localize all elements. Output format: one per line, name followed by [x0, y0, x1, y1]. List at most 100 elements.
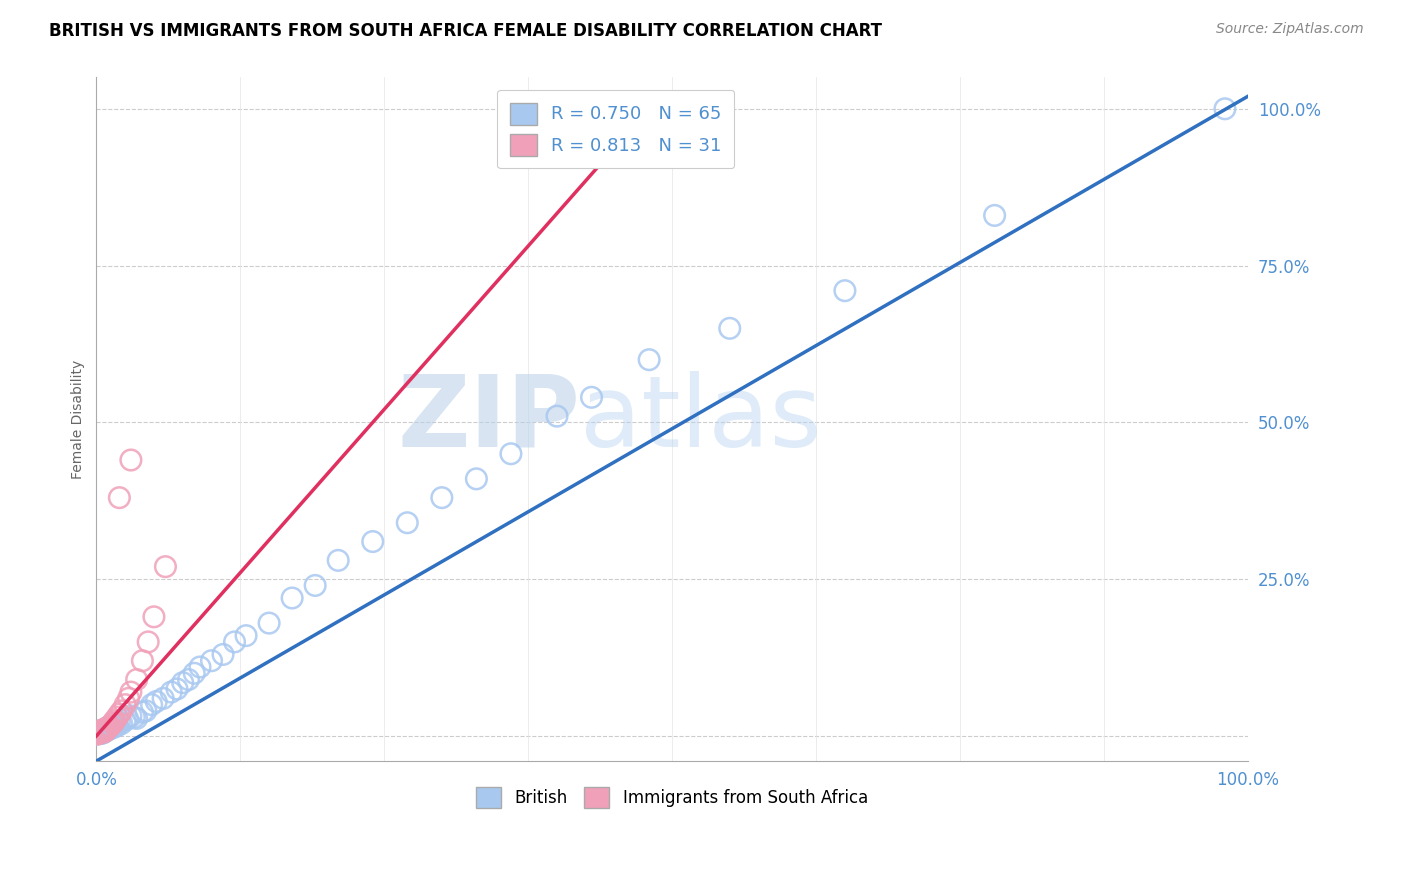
- Point: [100, 720, 122, 734]
- Point: [430, 491, 453, 505]
- Point: [91, 723, 114, 738]
- Point: [212, 648, 235, 662]
- Point: [281, 591, 304, 605]
- Point: [142, 610, 165, 624]
- Point: [105, 719, 128, 733]
- Point: [91, 725, 114, 739]
- Point: [166, 681, 188, 696]
- Point: [120, 709, 142, 723]
- Point: [396, 516, 419, 530]
- Point: [120, 453, 142, 467]
- Point: [93, 724, 115, 739]
- Point: [98, 722, 121, 736]
- Point: [131, 705, 153, 719]
- Point: [94, 723, 117, 738]
- Point: [135, 704, 157, 718]
- Point: [105, 710, 128, 724]
- Point: [96, 723, 118, 738]
- Point: [87, 726, 110, 740]
- Point: [120, 685, 142, 699]
- Point: [114, 698, 136, 712]
- Point: [114, 714, 136, 728]
- Point: [98, 719, 121, 733]
- Point: [718, 321, 741, 335]
- Point: [224, 635, 246, 649]
- Legend: British, Immigrants from South Africa: British, Immigrants from South Africa: [470, 780, 875, 814]
- Point: [91, 723, 114, 738]
- Text: ZIP: ZIP: [396, 371, 581, 467]
- Point: [183, 666, 205, 681]
- Point: [235, 629, 257, 643]
- Point: [89, 726, 111, 740]
- Point: [546, 409, 568, 424]
- Point: [188, 660, 211, 674]
- Point: [108, 715, 131, 730]
- Point: [93, 723, 115, 738]
- Point: [361, 534, 384, 549]
- Point: [91, 724, 114, 739]
- Point: [104, 714, 127, 728]
- Point: [89, 723, 111, 738]
- Point: [89, 723, 111, 738]
- Point: [125, 711, 148, 725]
- Point: [328, 553, 350, 567]
- Point: [111, 704, 134, 718]
- Point: [94, 723, 117, 738]
- Point: [96, 722, 118, 736]
- Point: [97, 723, 120, 737]
- Point: [499, 447, 522, 461]
- Point: [983, 209, 1005, 223]
- Text: atlas: atlas: [581, 371, 821, 467]
- Point: [136, 635, 159, 649]
- Point: [108, 491, 131, 505]
- Point: [200, 654, 222, 668]
- Point: [638, 352, 661, 367]
- Point: [117, 691, 139, 706]
- Point: [97, 721, 120, 735]
- Point: [304, 578, 326, 592]
- Point: [101, 721, 124, 735]
- Point: [87, 725, 110, 739]
- Point: [145, 694, 167, 708]
- Point: [141, 698, 163, 712]
- Point: [834, 284, 856, 298]
- Point: [155, 559, 177, 574]
- Point: [152, 691, 174, 706]
- Point: [103, 715, 125, 730]
- Point: [94, 722, 117, 736]
- Point: [98, 721, 121, 735]
- Point: [87, 726, 110, 740]
- Point: [91, 726, 114, 740]
- Point: [86, 727, 108, 741]
- Point: [90, 726, 112, 740]
- Point: [96, 722, 118, 736]
- Point: [104, 720, 127, 734]
- Point: [257, 616, 280, 631]
- Point: [172, 675, 194, 690]
- Y-axis label: Female Disability: Female Disability: [72, 359, 86, 479]
- Point: [103, 719, 125, 733]
- Point: [108, 706, 131, 721]
- Point: [90, 724, 112, 739]
- Point: [131, 654, 153, 668]
- Point: [581, 390, 603, 404]
- Point: [90, 725, 112, 739]
- Point: [1213, 102, 1236, 116]
- Point: [465, 472, 488, 486]
- Point: [86, 727, 108, 741]
- Point: [160, 685, 183, 699]
- Point: [94, 722, 117, 736]
- Point: [97, 721, 120, 735]
- Point: [117, 711, 139, 725]
- Point: [91, 725, 114, 739]
- Point: [93, 723, 115, 737]
- Point: [89, 726, 111, 740]
- Point: [104, 718, 127, 732]
- Point: [125, 673, 148, 687]
- Point: [177, 673, 200, 687]
- Text: Source: ZipAtlas.com: Source: ZipAtlas.com: [1216, 22, 1364, 37]
- Point: [111, 716, 134, 731]
- Text: BRITISH VS IMMIGRANTS FROM SOUTH AFRICA FEMALE DISABILITY CORRELATION CHART: BRITISH VS IMMIGRANTS FROM SOUTH AFRICA …: [49, 22, 882, 40]
- Point: [91, 723, 114, 737]
- Point: [101, 716, 124, 731]
